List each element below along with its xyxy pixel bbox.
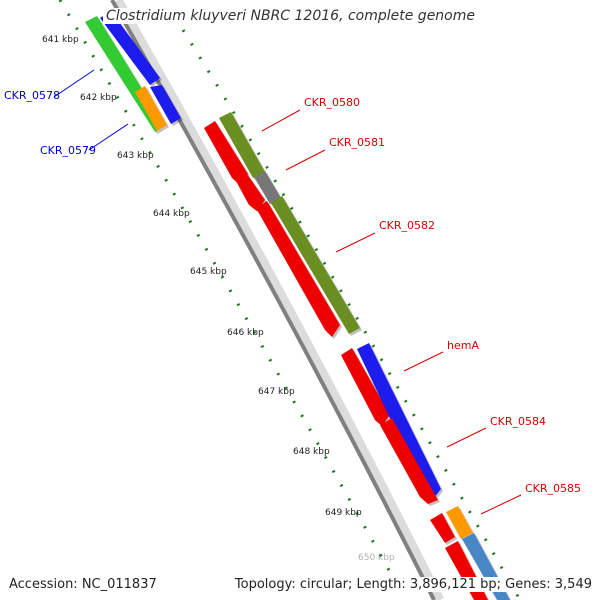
genome-summary: Topology: circular; Length: 3,896,121 bp… [232, 577, 594, 592]
accession-text: Accession: NC_011837 [7, 577, 159, 592]
tick-label: 645 kbp [190, 267, 227, 277]
gene-label[interactable]: CKR_0582 [379, 219, 435, 232]
gene-block-ckr0581-red [236, 174, 265, 211]
gene-label-leader-line [403, 351, 444, 372]
gene-features-right [204, 112, 510, 600]
tick-label: 646 kbp [227, 328, 264, 338]
gene-label[interactable]: CKR_0584 [490, 415, 546, 428]
gene-label-leader-line [480, 494, 522, 515]
genome-title-text: Clostridium kluyveri NBRC 12016, complet… [102, 8, 478, 24]
genome-title: Clostridium kluyveri NBRC 12016, complet… [0, 8, 600, 24]
gene-label-leader-line [53, 69, 95, 98]
gene-label-leader-line [335, 232, 376, 253]
gene-block-ckr0582-olive [271, 196, 360, 334]
tick-label: 642 kbp [80, 93, 117, 103]
gene-block-ckr0582-red [256, 201, 340, 337]
gene-labels: CKR_0578 CKR_0579 CKR_0580 CKR_0581 CKR_0582… [4, 69, 581, 515]
gene-block-hema-blue [357, 343, 441, 499]
tick-label: 644 kbp [153, 209, 190, 219]
tick-label: 641 kbp [42, 35, 79, 45]
gene-label[interactable]: CKR_0578 [4, 89, 60, 102]
tick-label: 650 kbp [358, 553, 395, 563]
gene-block-ckr0578-blue [100, 11, 160, 85]
gene-label[interactable]: CKR_0579 [40, 144, 96, 157]
gene-block-hema-red [341, 348, 390, 426]
gene-block-ckr0584-red [380, 418, 438, 504]
gene-label-leader-line [88, 123, 129, 151]
gene-label[interactable]: hemA [447, 339, 479, 352]
tick-label: 648 kbp [293, 447, 330, 457]
gene-block-ckr0579-blue [150, 85, 181, 124]
gene-block-ckr0585-red [430, 513, 455, 543]
gene-block-ckr0580-red [204, 121, 248, 185]
tick-label: 649 kbp [325, 508, 362, 518]
gene-label[interactable]: CKR_0585 [525, 482, 581, 495]
tick-label: 643 kbp [117, 151, 154, 161]
gene-label-leader-line [446, 427, 487, 448]
tick-label: 647 kbp [258, 387, 295, 397]
gene-label-leader-line [261, 109, 301, 132]
gene-label[interactable]: CKR_0580 [304, 96, 360, 109]
gene-label[interactable]: CKR_0581 [329, 136, 385, 149]
gene-block-ckr0580-olive [219, 112, 265, 178]
tick-labels: 641 kbp 642 kbp 643 kbp 644 kbp 645 kbp 646 k… [42, 35, 395, 563]
gene-block-ckr0581-gray [254, 171, 281, 204]
accession-info: Accession: NC_011837 [7, 577, 159, 592]
genome-summary-text: Topology: circular; Length: 3,896,121 bp… [232, 577, 594, 592]
gene-block-ckr0585-orange [446, 506, 473, 539]
gene-label-leader-line [285, 149, 326, 171]
gene-block-ckr0579-orange [135, 86, 167, 131]
gene-features-left [85, 11, 181, 132]
